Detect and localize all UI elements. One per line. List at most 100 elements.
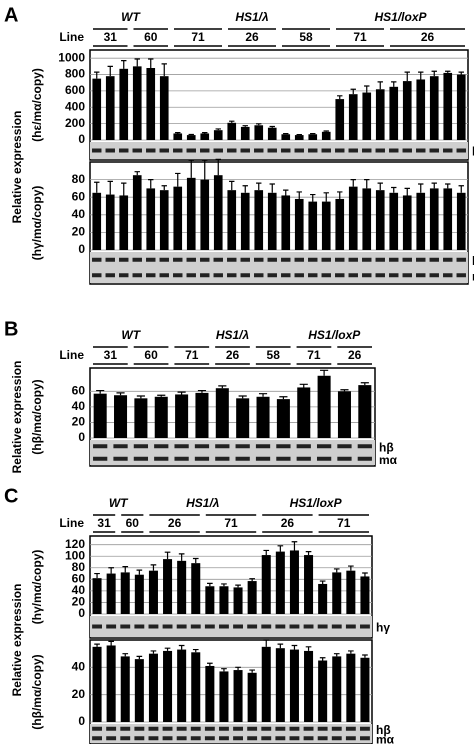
bar (247, 672, 257, 722)
gel-band (106, 736, 117, 741)
gel-band (296, 444, 311, 449)
gel-band (296, 456, 311, 461)
gel-band (321, 148, 331, 153)
line-number: 26 (421, 30, 435, 44)
gel-band (173, 273, 183, 278)
bar (163, 559, 173, 614)
bar (332, 572, 342, 614)
line-number: 60 (144, 348, 158, 362)
line-number: 71 (307, 348, 321, 362)
gel-band (204, 624, 215, 629)
gel-band (267, 273, 277, 278)
gel-band (362, 148, 372, 153)
gel-label: hβ (376, 723, 391, 737)
gel-band (176, 726, 187, 731)
genotype-label: WT (121, 10, 141, 24)
gel-band (267, 257, 277, 262)
gel-band (456, 148, 466, 153)
gel-band (294, 273, 304, 278)
plot-frame (89, 161, 469, 285)
bar (375, 190, 385, 250)
error-bar (150, 564, 157, 571)
error-bar (418, 71, 424, 80)
gel-band (227, 148, 237, 153)
gel-band (176, 624, 187, 629)
bar (416, 79, 426, 140)
gel-band (375, 257, 385, 262)
gel-band (120, 726, 131, 731)
gel-band (105, 257, 115, 262)
error-bar (121, 60, 127, 69)
bar (236, 398, 250, 438)
gel-band (331, 726, 342, 731)
gel-band (335, 148, 345, 153)
gel-band (335, 257, 345, 262)
gel-band (294, 257, 304, 262)
line-number: 26 (281, 516, 295, 530)
gel-band (337, 444, 352, 449)
gel-band (154, 456, 169, 461)
gel-band (247, 624, 258, 629)
bar (92, 578, 102, 614)
y-tick-label: 20 (72, 595, 86, 609)
gel-band (303, 624, 314, 629)
error-bar (122, 653, 129, 657)
error-bar (108, 640, 114, 646)
gel-band (173, 148, 183, 153)
error-bar (320, 369, 329, 376)
bar (254, 190, 264, 250)
gel-band (133, 456, 149, 461)
gel-band (204, 736, 215, 741)
bar (177, 560, 187, 614)
gel-band (119, 257, 129, 262)
bar (317, 375, 331, 438)
gel-band (456, 257, 466, 262)
gel-band (276, 456, 291, 461)
error-bar (188, 159, 194, 178)
error-bar (377, 81, 383, 90)
y-tick-label: 40 (72, 583, 86, 597)
gel-strip (90, 252, 468, 283)
bar (148, 653, 158, 722)
error-bar (445, 183, 451, 189)
line-label: Line (59, 30, 84, 44)
y-tick-label: 1000 (58, 50, 85, 64)
gel-band (281, 257, 291, 262)
error-bar (404, 71, 410, 82)
bar (267, 192, 277, 250)
y-tick-label: 120 (65, 537, 85, 551)
gel-band (254, 273, 264, 278)
gel-band (275, 726, 286, 731)
genotype-label: HS1/λ (235, 10, 268, 24)
line-number: 71 (185, 348, 199, 362)
gel-band (173, 257, 183, 262)
gel-band (331, 624, 342, 629)
error-bar (337, 95, 343, 100)
error-bar (249, 578, 255, 582)
gel-band (106, 726, 117, 731)
gel-band (235, 456, 250, 461)
error-bar (96, 389, 105, 394)
line-number: 31 (97, 516, 111, 530)
bar (240, 126, 250, 140)
gel-band (200, 257, 210, 262)
gel-band (255, 456, 271, 461)
gel-band (275, 624, 286, 629)
gel-band (276, 444, 291, 449)
bar (205, 665, 215, 722)
bar (308, 201, 318, 250)
error-bar (404, 187, 410, 196)
error-bar (107, 65, 113, 77)
error-bar (107, 180, 113, 195)
gel-band (416, 148, 426, 153)
error-bar (305, 551, 312, 556)
bar (443, 72, 453, 140)
y-tick-label: 60 (72, 384, 86, 398)
error-bar (277, 643, 284, 649)
error-bar (242, 185, 248, 193)
error-bar (360, 382, 369, 386)
error-bar (94, 71, 100, 79)
bar (297, 387, 311, 438)
bar (227, 122, 237, 140)
gel-band (303, 726, 314, 731)
